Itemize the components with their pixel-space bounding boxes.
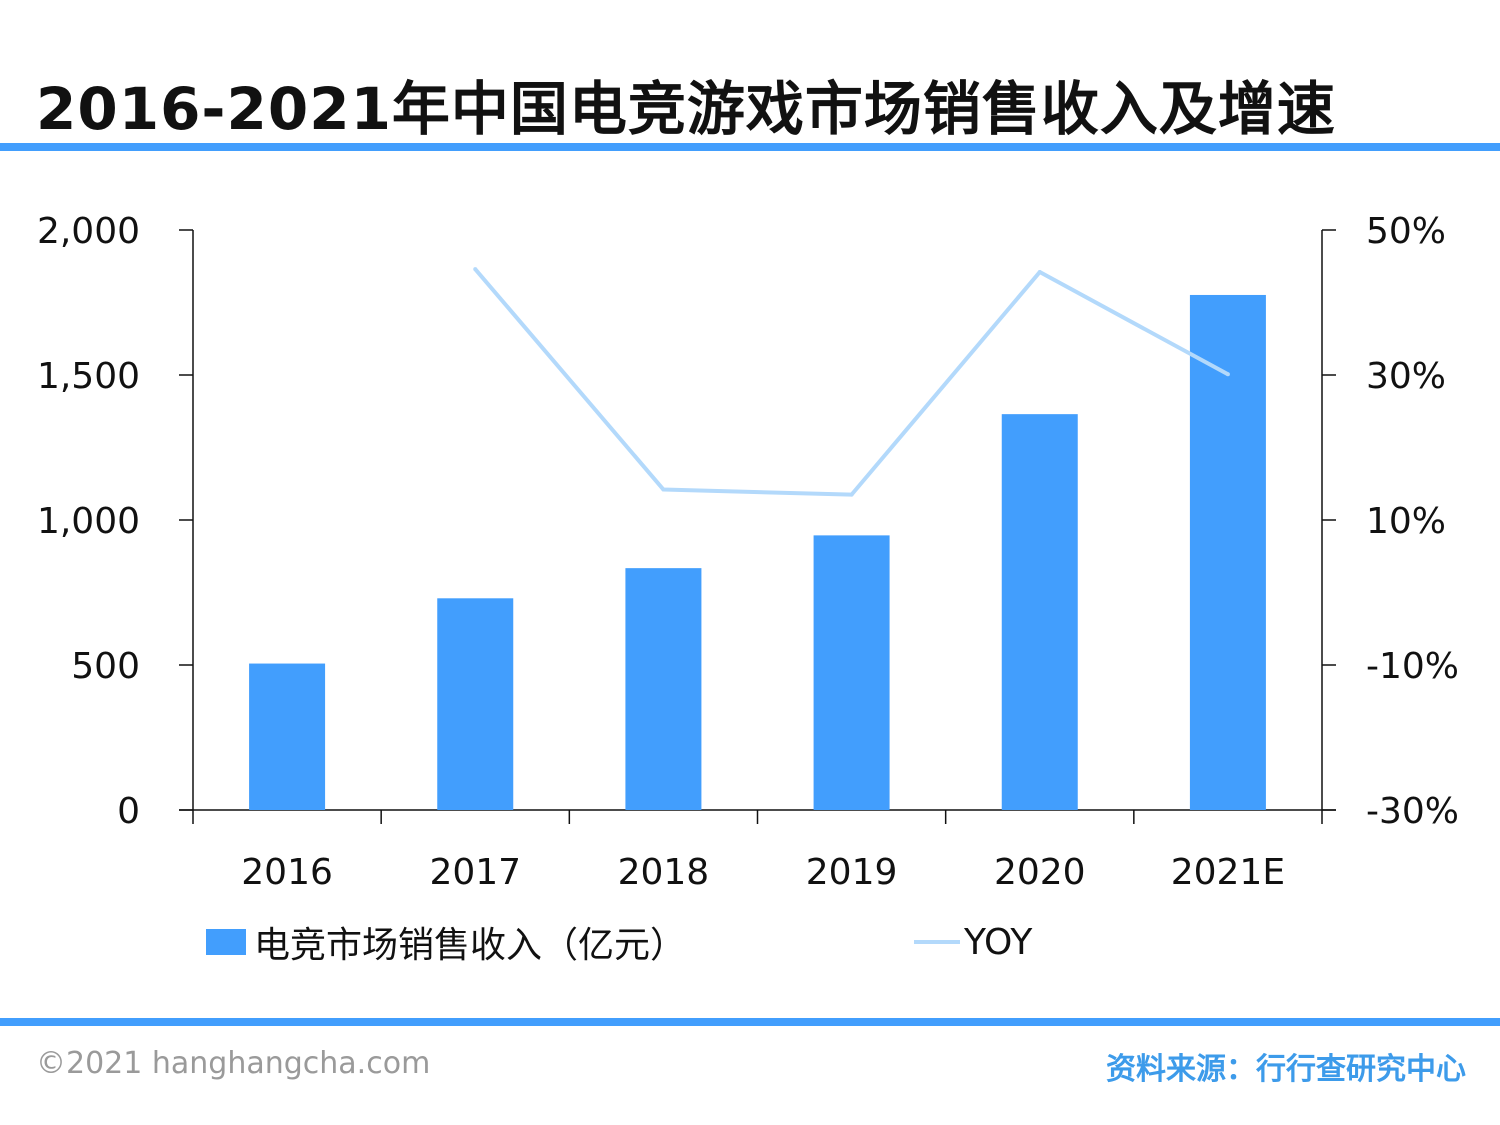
- yoy-point: [849, 492, 854, 497]
- x-tick-label: 2016: [241, 852, 333, 893]
- x-tick-label: 2020: [994, 852, 1086, 893]
- revenue-bar: [437, 598, 514, 810]
- x-tick-label: 2021E: [1171, 852, 1285, 893]
- copyright-text: ©2021 hanghangcha.com: [36, 1046, 431, 1081]
- x-tick-label: 2018: [618, 852, 710, 893]
- yoy-point: [1225, 372, 1230, 377]
- legend-bar-swatch: [206, 929, 246, 955]
- yoy-line: [473, 267, 1229, 497]
- y-left-tick-label: 0: [117, 791, 140, 832]
- y-right-tick-label: 10%: [1366, 501, 1446, 542]
- revenue-bar: [1001, 414, 1078, 810]
- y-left-tick-label: 2,000: [37, 211, 140, 252]
- y-right-tick-label: -30%: [1366, 791, 1459, 832]
- legend-line-label: YOY: [964, 921, 1033, 963]
- y-right-tick-label: 30%: [1366, 356, 1446, 397]
- revenue-bar: [625, 568, 702, 810]
- legend-bar-label: 电竞市场销售收入（亿元）: [254, 925, 687, 966]
- revenue-bar: [813, 535, 890, 810]
- yoy-point: [473, 267, 478, 272]
- legend-line-entry: YOY: [914, 920, 1032, 964]
- y-left-tick-label: 1,000: [37, 501, 140, 542]
- axes: 0 500 1,000 1,500 2,000 -30% -10% 10% 30% 50% 2016…: [37, 211, 1459, 893]
- y-right-tick-label: -10%: [1366, 646, 1459, 687]
- legend-line-swatch: [914, 940, 960, 944]
- y-left-tick-label: 1,500: [37, 356, 140, 397]
- y-left-tick-label: 500: [71, 646, 140, 687]
- legend-bar-entry: 电竞市场销售收入（亿元）: [206, 920, 686, 966]
- bars: [249, 294, 1266, 811]
- x-tick-label: 2017: [429, 852, 521, 893]
- footer-divider: [0, 1018, 1500, 1026]
- x-tick-label: 2019: [806, 852, 898, 893]
- title-divider: [0, 143, 1500, 151]
- y-right-tick-label: 50%: [1366, 211, 1446, 252]
- yoy-point: [1037, 270, 1042, 275]
- revenue-bar: [249, 663, 326, 810]
- yoy-line-layer: [473, 267, 1230, 497]
- source-text: 资料来源：行行查研究中心: [1106, 1052, 1466, 1087]
- revenue-bar: [1189, 294, 1266, 811]
- chart-title: 2016-2021年中国电竞游戏市场销售收入及增速: [36, 75, 1336, 143]
- yoy-point: [661, 487, 666, 492]
